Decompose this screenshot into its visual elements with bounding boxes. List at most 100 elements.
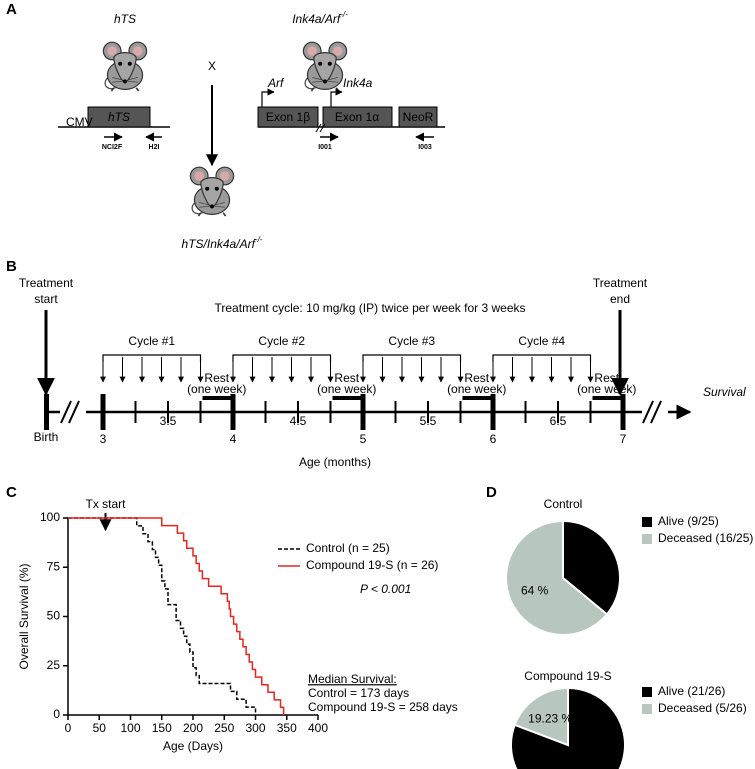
- tick-label: 6: [490, 432, 497, 446]
- week-tick: [329, 401, 332, 423]
- x-tick-label: 400: [308, 721, 328, 735]
- legend-label: Alive (21/26): [658, 684, 725, 698]
- mouse-icon: [302, 41, 348, 92]
- week-tick: [134, 401, 137, 423]
- primer-label: NCI2F: [102, 144, 123, 151]
- x-tick-label: 250: [214, 721, 234, 735]
- rest-label: Rest: [204, 371, 229, 385]
- week-tick: [167, 401, 169, 423]
- break-mark: [315, 123, 326, 133]
- week-tick: [264, 401, 267, 423]
- gene-box: [87, 106, 151, 128]
- x-tick-label: 50: [93, 721, 107, 735]
- y-axis-title: Overall Survival (%): [17, 563, 31, 669]
- treatment-start: start: [34, 292, 58, 306]
- rest-label: Rest: [594, 371, 619, 385]
- x-tick-label: 100: [120, 721, 140, 735]
- tick-label: 5.5: [420, 414, 437, 428]
- treatment-end: Treatment: [593, 276, 648, 290]
- week-tick: [620, 394, 626, 430]
- week-tick: [100, 394, 106, 430]
- primer-label: H2I: [149, 144, 160, 151]
- slice-label: 19.23 %: [528, 711, 572, 725]
- legend-swatch: [642, 517, 652, 527]
- genotype: -/-: [255, 235, 263, 244]
- rest-bar: [462, 396, 491, 400]
- rest-label: Rest: [334, 371, 359, 385]
- legend-label: Alive (9/25): [658, 514, 719, 528]
- panel-label: C: [6, 484, 17, 501]
- gene-label: hTS: [108, 110, 130, 124]
- week-tick: [199, 401, 202, 423]
- transcript-label: Arf: [267, 76, 285, 90]
- cycle-label: Cycle #4: [518, 334, 565, 348]
- tick-label: 5: [360, 432, 367, 446]
- x-tick-label: 0: [65, 721, 72, 735]
- tick-label: 3.5: [160, 414, 177, 428]
- strain-label: Ink4a/Arf-/-: [292, 10, 348, 26]
- promoter-label: CMV: [66, 115, 93, 129]
- offspring-name: hTS/Ink4a/Arf: [182, 237, 257, 251]
- mouse-icon: [189, 166, 235, 217]
- offspring-label: hTS/Ink4a/Arf-/-: [182, 235, 263, 251]
- slice-label: 36 %: [578, 557, 606, 571]
- median-line: Control = 173 days: [308, 686, 409, 700]
- week-tick: [297, 401, 299, 423]
- tick-label: 3: [100, 432, 107, 446]
- primer-label: I003: [418, 144, 432, 151]
- pie-title: Compound 19-S: [524, 669, 611, 683]
- x-tick-label: 350: [277, 721, 297, 735]
- transcript-label: Ink4a: [343, 76, 373, 90]
- birth-tick: [44, 394, 49, 430]
- transcript-arrow: [330, 88, 343, 107]
- median-title: Median Survival:: [308, 672, 397, 686]
- cycle-label: Cycle #3: [388, 334, 435, 348]
- cross-symbol: X: [208, 59, 216, 73]
- x-tick-label: 200: [183, 721, 203, 735]
- exon-label: Exon 1α: [335, 110, 379, 124]
- rest-bar: [592, 396, 621, 400]
- cycle-label: Cycle #2: [258, 334, 305, 348]
- treatment-start: Treatment: [19, 276, 74, 290]
- slice-label: 64 %: [521, 584, 549, 598]
- break-mark: [60, 400, 80, 424]
- rest-label: (one week): [447, 382, 506, 396]
- axis-title: Age (months): [299, 455, 371, 469]
- panel-label: A: [6, 1, 17, 18]
- p-value: P < 0.001: [360, 582, 411, 596]
- rest-bar: [202, 396, 231, 400]
- cycle-bracket: [362, 354, 462, 362]
- birth-label: Birth: [34, 430, 59, 444]
- legend-swatch: [642, 704, 652, 714]
- annotation: Tx start: [85, 497, 126, 511]
- rest-label: (one week): [317, 382, 376, 396]
- rest-bar: [332, 396, 361, 400]
- exon-box: [398, 106, 438, 128]
- strain-label: hTS: [114, 12, 136, 26]
- legend-label: Deceased (16/25): [658, 531, 753, 545]
- x-tick-label: 300: [245, 721, 265, 735]
- cycle-bracket: [492, 354, 592, 362]
- rest-label: (one week): [577, 382, 636, 396]
- week-tick: [230, 394, 236, 430]
- y-tick-label: 0: [53, 707, 60, 721]
- survival-label: Survival: [703, 385, 746, 399]
- exon-label: Exon 1β: [266, 110, 310, 124]
- charts: 0 25 50 75 100 0 50 100 150 200 250 300 350 400 Age (D…: [17, 497, 753, 769]
- rest-label: Rest: [464, 371, 489, 385]
- rest-label: (one week): [187, 382, 246, 396]
- cycle-bracket: [232, 354, 332, 362]
- pie-slice: [505, 519, 609, 636]
- strain-name: Ink4a/Arf: [292, 12, 342, 26]
- week-tick: [394, 401, 397, 423]
- cycle-note: Treatment cycle: 10 mg/kg (IP) twice per…: [215, 301, 526, 315]
- transcript-arrow: [261, 88, 275, 107]
- week-tick: [459, 401, 462, 423]
- y-tick-label: 50: [47, 609, 61, 623]
- legend-swatch: [642, 687, 652, 697]
- construct-left: hTS CMV NCI2F H2I: [58, 106, 170, 151]
- legend-label: Deceased (5/26): [658, 701, 747, 715]
- legend-label: Compound 19-S (n = 26): [306, 558, 438, 572]
- pie-slice: [562, 519, 621, 616]
